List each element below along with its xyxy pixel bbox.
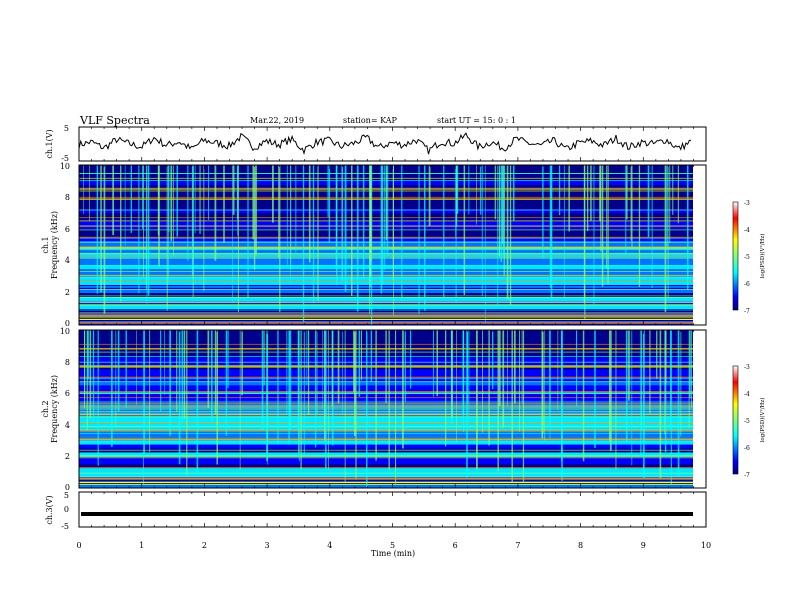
time-tick-0: 0 [76,541,81,550]
time-tick-2: 2 [202,541,207,550]
ch2-frequency-label: Frequency (kHz) [50,375,59,443]
cb1-tick-m5: -5 [744,254,750,261]
time-tick-9: 9 [641,541,646,550]
ch3-ylabel: ch.3(V) [45,495,54,524]
time-tick-5: 5 [390,541,395,550]
time-tick-7: 7 [515,541,520,550]
ch1-spectrogram-image [79,165,706,326]
cb1-tick-m3: -3 [744,200,750,207]
cb2-tick-m7: -7 [744,472,750,479]
cb1-label: log(PSD)(V²/Hz) [759,234,766,279]
start-time-label: start UT = 15: 0 : 1 [437,116,516,125]
cb2-tick-m6: -6 [744,445,750,452]
ch2-freq-tick-6: 6 [65,389,70,398]
cb1-tick-m7: -7 [744,308,750,315]
cb2-label: log(PSD)(V²/Hz) [759,398,766,443]
ch2-freq-tick-2: 2 [65,452,70,461]
cb2-tick-m3: -3 [744,364,750,371]
ch1-channel-label: ch.1 [41,236,50,253]
ch1-ylabel: ch.1(V) [45,129,54,158]
ch1-spectrogram-panel: 0 2 4 6 8 10 ch.1 Frequency (kHz) [41,162,707,328]
cb2-tick-m4: -4 [744,391,750,398]
ch1-freq-tick-6: 6 [65,225,70,234]
ch2-colorbar: -3 -4 -5 -6 -7 log(PSD)(V²/Hz) [732,364,766,479]
time-tick-3: 3 [265,541,270,550]
time-axis: 0 1 2 3 4 5 6 7 8 9 10 [76,127,711,550]
ch2-spectrogram-panel: 0 2 4 6 8 10 ch.2 Frequency (kHz) [41,327,707,492]
cb1-tick-m6: -6 [744,281,750,288]
ch1-ytick-bottom: -5 [61,154,69,163]
ch2-freq-tick-8: 8 [65,358,70,367]
ch2-channel-label: ch.2 [41,400,50,417]
ch3-waveform-panel: 5 0 -5 ch.3(V) [45,491,707,531]
date-label: Mar.22, 2019 [250,116,304,125]
ch3-ytick-mid: 0 [64,505,69,514]
ch3-ytick-bottom: -5 [61,522,69,531]
ch1-ytick-top: 5 [64,124,69,133]
time-tick-6: 6 [453,541,458,550]
time-tick-10: 10 [701,541,711,550]
ch1-freq-tick-8: 8 [65,193,70,202]
station-label: station= KAP [343,116,398,125]
ch2-freq-tick-4: 4 [65,421,70,430]
figure-title: VLF Spectra [79,114,150,127]
ch3-ytick-top: 5 [64,491,69,500]
ch1-freq-tick-10: 10 [60,162,70,171]
cb2-tick-m5: -5 [744,418,750,425]
ch1-freq-tick-4: 4 [65,256,70,265]
ch2-spectrogram-image [79,330,706,489]
time-axis-label: Time (min) [371,549,415,558]
time-tick-1: 1 [139,541,144,550]
cb1-tick-m4: -4 [744,227,750,234]
time-tick-4: 4 [327,541,332,550]
ch1-waveform-line [78,132,691,156]
ch1-waveform-panel: 5 -5 ch.1(V) [45,124,707,163]
ch1-colorbar: -3 -4 -5 -6 -7 log(PSD)(V²/Hz) [732,200,766,315]
ch1-frequency-label: Frequency (kHz) [50,211,59,279]
ch2-freq-tick-10: 10 [60,327,70,336]
time-tick-8: 8 [578,541,583,550]
ch1-freq-tick-2: 2 [65,288,70,297]
ch1-freq-tick-0: 0 [65,319,70,328]
ch2-freq-tick-0: 0 [65,483,70,492]
